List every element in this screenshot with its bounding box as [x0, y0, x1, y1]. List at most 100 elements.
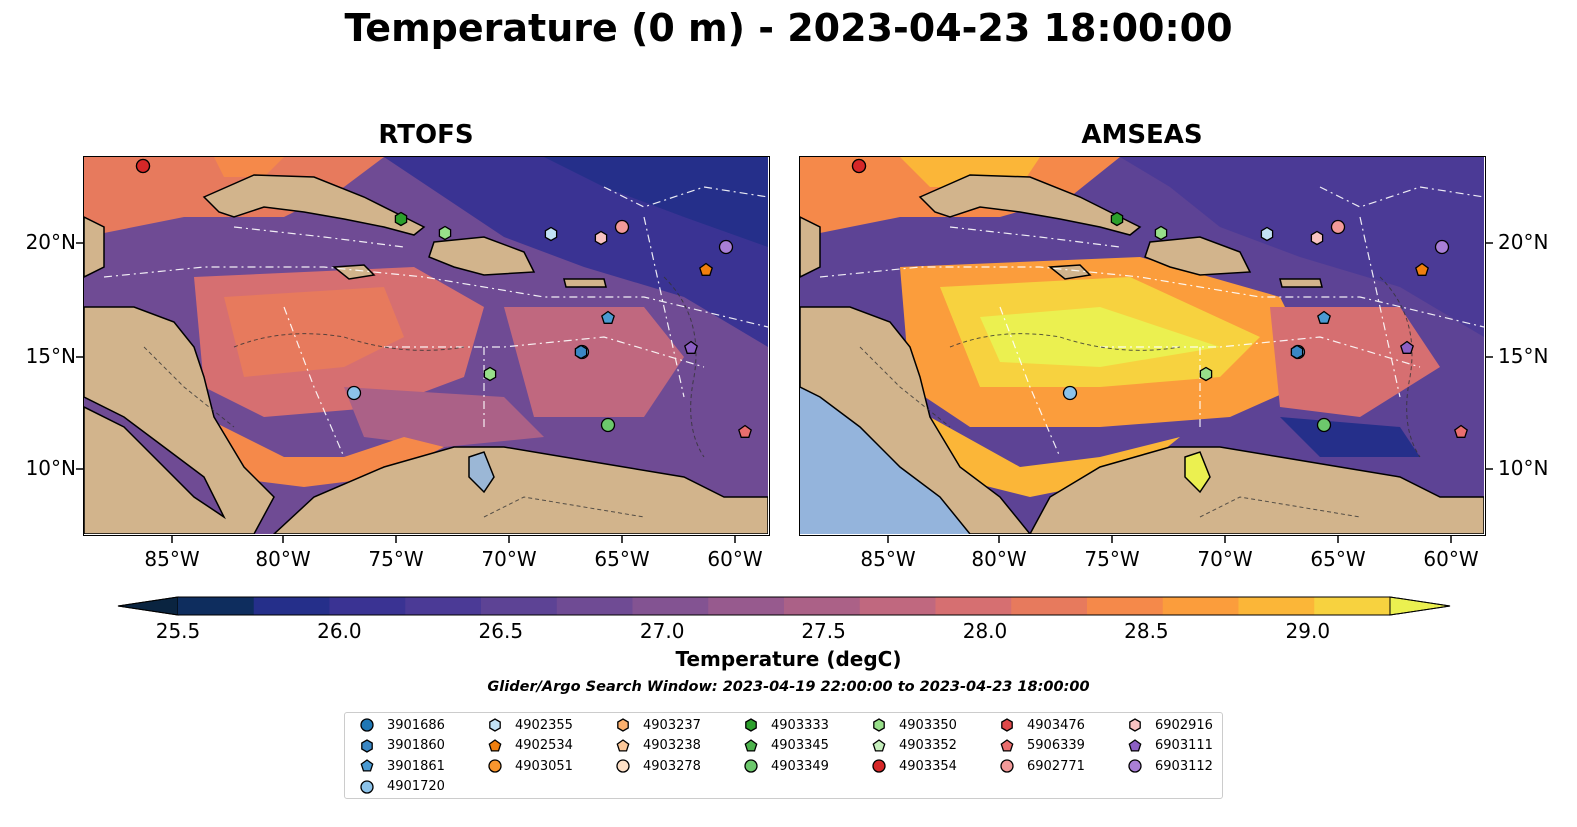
legend-marker-icon	[489, 718, 501, 732]
colorbar-segment	[405, 597, 482, 615]
colorbar	[117, 596, 1451, 616]
legend-marker-icon	[360, 718, 374, 732]
float-marker-4902355	[544, 226, 558, 242]
legend-entry: 3901860	[359, 736, 445, 756]
legend-label: 4902534	[515, 738, 573, 753]
colorbar-segment	[784, 597, 861, 615]
legend-label: 3901860	[387, 738, 445, 753]
legend-marker	[488, 738, 502, 752]
legend-marker-icon	[1000, 738, 1014, 752]
legend-marker	[360, 779, 374, 794]
colorbar-segment	[253, 597, 330, 615]
legend-entry: 4903354	[871, 756, 957, 776]
legend-marker	[744, 759, 758, 773]
rtofs-map-canvas	[84, 157, 769, 535]
legend-marker-icon	[488, 738, 502, 752]
colorbar-segment	[178, 597, 255, 615]
float-marker-3901860	[1290, 344, 1304, 360]
float-marker-4903350	[483, 366, 497, 382]
legend-label: 6903111	[1155, 738, 1213, 753]
float-marker-6902771	[614, 219, 630, 235]
lon-tick-label: 65°W	[1310, 547, 1366, 571]
colorbar-tick-label: 26.5	[478, 619, 524, 643]
legend-marker	[1000, 759, 1014, 773]
colorbar-tick-label: 29.0	[1285, 619, 1331, 643]
legend-marker	[1128, 759, 1142, 773]
float-marker-4903349	[600, 417, 616, 433]
colorbar-tick-label: 26.0	[317, 619, 362, 643]
legend-entry: 4903476	[999, 715, 1085, 735]
legend-entry: 6903112	[1127, 756, 1213, 776]
legend-marker	[616, 759, 630, 773]
colorbar-segment	[556, 597, 633, 615]
legend-entry: 5906339	[999, 736, 1085, 756]
figure-title: Temperature (0 m) - 2023-04-23 18:00:00	[344, 6, 1233, 50]
legend-marker-icon	[745, 718, 757, 732]
float-marker-5906339	[738, 424, 752, 438]
colorbar-segment	[1162, 597, 1239, 615]
legend-label: 4903476	[1027, 717, 1085, 733]
colorbar-tick-label: 25.5	[155, 619, 201, 643]
lon-tick-label: 75°W	[368, 547, 424, 571]
legend-entry: 6902771	[999, 756, 1085, 776]
legend-marker	[872, 759, 886, 773]
rtofs-map-panel	[83, 156, 770, 536]
float-marker-6903111	[684, 340, 698, 354]
legend-marker	[1001, 718, 1013, 732]
colorbar-segment	[1011, 597, 1088, 615]
float-marker-3901860	[574, 344, 588, 360]
amseas-map-canvas	[800, 157, 1485, 535]
colorbar-tick-label: 28.0	[962, 619, 1008, 643]
legend-marker	[1129, 718, 1141, 732]
legend-marker	[360, 718, 374, 732]
legend-marker	[617, 718, 629, 732]
float-marker-4901720	[346, 385, 362, 401]
legend-marker	[616, 738, 630, 752]
legend-marker-icon	[1128, 759, 1142, 773]
lon-tick-label: 85°W	[860, 547, 916, 571]
legend-label: 3901861	[387, 758, 445, 774]
legend-marker-icon	[1129, 718, 1141, 732]
legend-entry: 4903349	[743, 756, 829, 776]
legend-label: 4903051	[515, 758, 573, 774]
legend-entry: 4902355	[487, 715, 573, 735]
legend-marker	[1000, 738, 1014, 752]
legend-marker	[361, 738, 373, 753]
legend: 3901686 3901860 3901861 4901720 4902355 49025…	[344, 712, 1223, 799]
legend-label: 3901686	[387, 717, 445, 733]
legend-marker-icon	[873, 718, 885, 732]
colorbar-segment	[708, 597, 785, 615]
legend-label: 4903354	[899, 758, 957, 774]
legend-marker-icon	[872, 759, 886, 773]
legend-label: 4903237	[643, 717, 701, 733]
legend-label: 4903345	[771, 738, 829, 753]
legend-entry: 4902534	[487, 736, 573, 756]
legend-label: 4903278	[643, 758, 701, 774]
legend-marker-icon	[488, 759, 502, 773]
float-marker-6902916	[1310, 230, 1324, 246]
legend-marker	[360, 759, 374, 772]
legend-marker-icon	[872, 738, 886, 752]
legend-marker-icon	[360, 759, 374, 772]
colorbar-segment	[1314, 597, 1391, 615]
legend-marker-icon	[1000, 759, 1014, 773]
lon-tick-label: 65°W	[594, 547, 650, 571]
colorbar-tick-label: 27.0	[639, 619, 685, 643]
legend-marker	[1128, 738, 1142, 752]
legend-entry: 4903350	[871, 715, 957, 735]
legend-marker-icon	[361, 738, 373, 753]
legend-label: 4901720	[387, 779, 445, 794]
legend-marker-icon	[1128, 738, 1142, 752]
float-marker-6902771	[1330, 219, 1346, 235]
float-marker-6902916	[594, 230, 608, 246]
float-marker-4903350	[1199, 366, 1213, 382]
lon-tick-label: 75°W	[1084, 547, 1140, 571]
lon-tick-label: 60°W	[1423, 547, 1479, 571]
colorbar-segment	[1087, 597, 1164, 615]
legend-label: 6902916	[1155, 717, 1213, 733]
amseas-map-panel	[799, 156, 1486, 536]
float-marker-4902534	[1415, 262, 1429, 276]
legend-label: 5906339	[1027, 738, 1085, 753]
legend-marker-icon	[744, 738, 758, 752]
